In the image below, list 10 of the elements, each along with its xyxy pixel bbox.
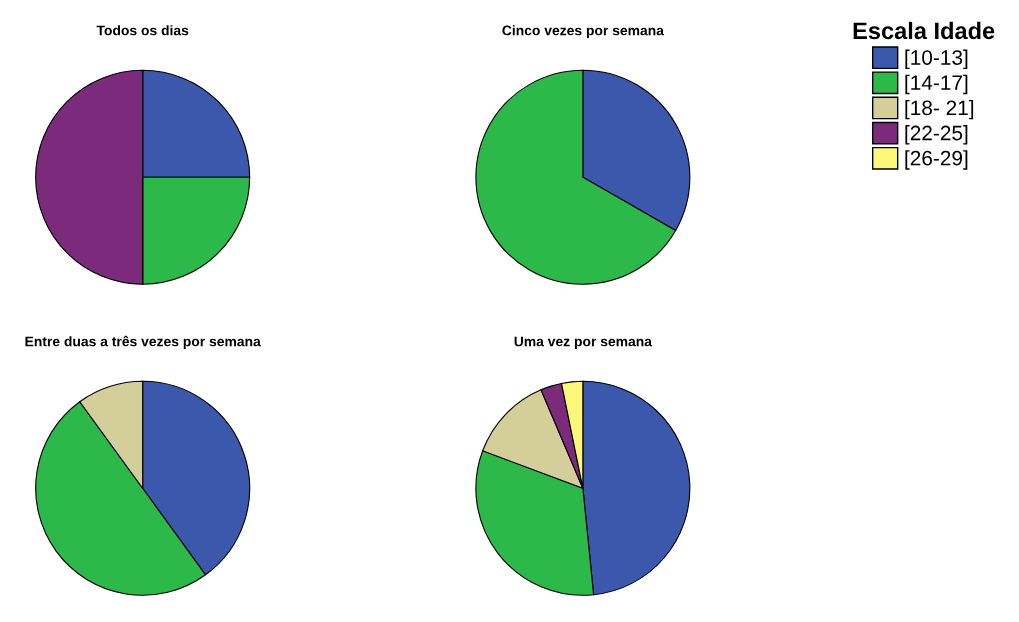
chart-title: Cinco vezes por semana xyxy=(502,25,665,39)
chart-title: Todos os dias xyxy=(96,25,189,36)
legend-title: Escala Idade xyxy=(853,21,995,40)
legend-label: [18- 21] xyxy=(905,99,974,120)
chart-title: Entre duas a três vezes por semana xyxy=(25,335,261,350)
chart-title: Uma vez por semana xyxy=(514,336,653,350)
legend-label: [26-29] xyxy=(905,150,968,170)
legend-label: [22-25] xyxy=(905,125,968,145)
legend-label: [10-13] xyxy=(905,49,968,70)
legend-label: [14-17] xyxy=(905,74,968,95)
